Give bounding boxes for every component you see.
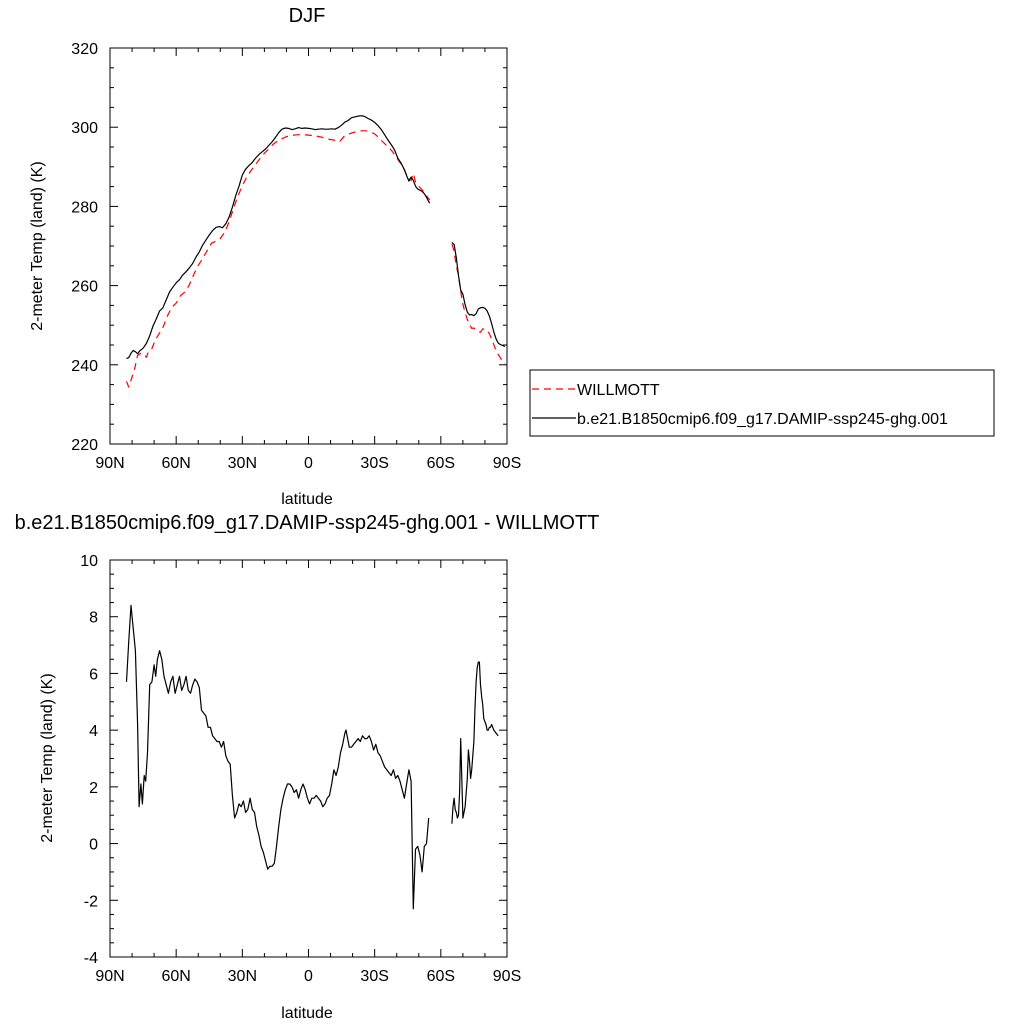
legend-label-willmott: WILLMOTT: [577, 382, 660, 399]
top-plot-lines: [125, 115, 506, 388]
top-x-tick-label: 90S: [493, 455, 521, 472]
top-plot-frame: [109, 47, 508, 445]
bottom-series-0-line-segment-1: [451, 661, 499, 824]
legend-label-model: b.e21.B1850cmip6.f09_g17.DAMIP-ssp245-gh…: [577, 411, 948, 428]
bottom-y-tick-label: 6: [89, 666, 98, 683]
bottom-y-tick-label: 10: [80, 553, 98, 570]
legend-box: [529, 369, 995, 437]
top-series-1-line-segment-0: [126, 115, 431, 360]
bottom-x-tick-label: 30S: [360, 968, 388, 985]
legend: WILLMOTT b.e21.B1850cmip6.f09_g17.DAMIP-…: [529, 369, 995, 437]
top-x-tick-label: 90N: [95, 455, 124, 472]
top-x-tick-label: 0: [304, 455, 313, 472]
bottom-y-axis-label: 2-meter Temp (land) (K): [39, 673, 56, 843]
top-ticks: 90N 60N 30N 0 30S 60S 90S 220 240 260 280 300 320: [71, 41, 521, 472]
bottom-x-tick-label: 90N: [95, 968, 124, 985]
bottom-y-tick-label: 0: [89, 837, 98, 854]
top-series-1-line-segment-1: [451, 241, 506, 348]
bottom-y-tick-label: 8: [89, 610, 98, 627]
bottom-series-0-line-segment-0: [125, 604, 430, 910]
top-x-tick-label: 30S: [360, 455, 388, 472]
top-y-tick-label: 240: [71, 358, 98, 375]
bottom-y-tick-label: 4: [89, 723, 98, 740]
bottom-x-tick-label: 30N: [228, 968, 257, 985]
top-y-tick-label: 300: [71, 120, 98, 137]
top-title: DJF: [289, 5, 326, 27]
top-x-tick-label: 60N: [161, 455, 190, 472]
bottom-x-tick-label: 90S: [493, 968, 521, 985]
top-y-tick-label: 320: [71, 41, 98, 58]
top-series-0-line-segment-1: [451, 243, 506, 365]
bottom-y-tick-label: 2: [89, 780, 98, 797]
bottom-plot-frame: [109, 559, 508, 958]
top-y-tick-label: 260: [71, 279, 98, 296]
bottom-x-tick-label: 60N: [161, 968, 190, 985]
top-y-tick-label: 220: [71, 437, 98, 454]
top-series-0-line-segment-0: [125, 130, 431, 388]
bottom-panel: b.e21.B1850cmip6.f09_g17.DAMIP-ssp245-gh…: [15, 512, 600, 1022]
bottom-ticks: 90N 60N 30N 0 30S 60S 90S -4 -2 0 2 4 6 8 10: [80, 553, 521, 985]
top-y-axis-label: 2-meter Temp (land) (K): [29, 161, 46, 331]
bottom-y-tick-label: -4: [84, 950, 98, 967]
bottom-title: b.e21.B1850cmip6.f09_g17.DAMIP-ssp245-gh…: [15, 512, 600, 534]
bottom-x-tick-label: 0: [304, 968, 313, 985]
top-y-tick-label: 280: [71, 199, 98, 216]
top-x-tick-label: 60S: [427, 455, 455, 472]
top-x-tick-label: 30N: [228, 455, 257, 472]
top-panel: DJF 90N 60N 30N 0 30S 60S 90S 220 240 260 280 300 32…: [29, 5, 521, 508]
bottom-y-tick-label: -2: [84, 893, 98, 910]
bottom-x-axis-label: latitude: [281, 1005, 333, 1022]
bottom-plot-lines: [125, 604, 499, 910]
bottom-x-tick-label: 60S: [427, 968, 455, 985]
top-x-axis-label: latitude: [281, 491, 333, 508]
